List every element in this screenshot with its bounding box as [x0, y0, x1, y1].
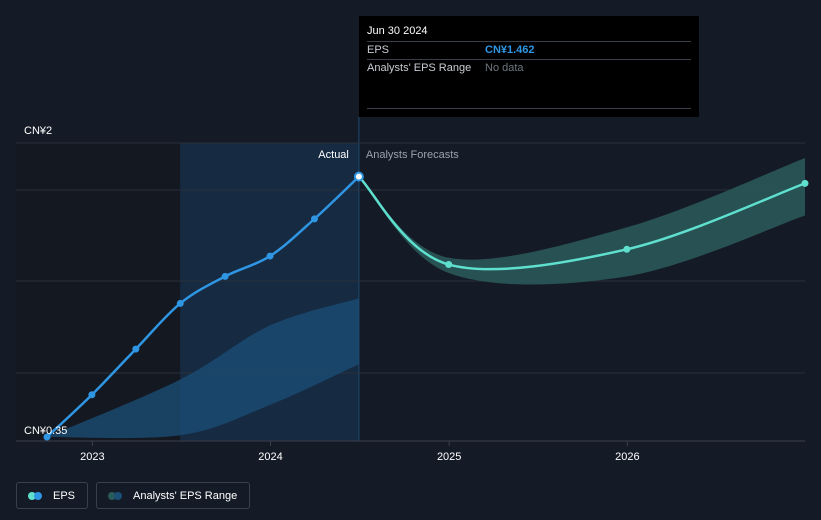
eps-point [88, 391, 96, 399]
range-legend-icon [108, 491, 125, 500]
legend: EPS Analysts' EPS Range [16, 482, 251, 509]
y-tick-label-top: CN¥2 [24, 125, 52, 137]
forecast-point [623, 245, 631, 253]
x-tick-label-2026: 2026 [615, 451, 639, 463]
eps-line [46, 175, 360, 438]
past-region [16, 143, 181, 441]
forecast-point [445, 261, 453, 269]
eps-legend-icon [28, 491, 45, 500]
forecast-point [801, 179, 809, 187]
tooltip-eps-value: CN¥1.462 [485, 44, 535, 56]
eps-point [176, 299, 184, 307]
legend-eps-button[interactable]: EPS [16, 482, 89, 509]
forecast-label: Analysts Forecasts [366, 149, 459, 161]
x-tick-label-2024: 2024 [258, 451, 282, 463]
eps-point [43, 433, 51, 441]
tooltip-date: Jun 30 2024 [367, 25, 428, 37]
forecast-range-band [358, 158, 805, 285]
tooltip-range-label: Analysts' EPS Range [367, 62, 472, 74]
y-tick-label-bottom: CN¥0.35 [24, 425, 67, 437]
tooltip: Jun 30 2024 EPS CN¥1.462 Analysts' EPS R… [359, 16, 699, 117]
actual-label: Actual [318, 149, 349, 161]
eps-point [266, 252, 274, 260]
legend-eps-label: EPS [53, 489, 76, 502]
eps-point [310, 215, 318, 223]
tooltip-range-value: No data [485, 62, 524, 74]
x-tick-label-2023: 2023 [80, 451, 104, 463]
eps-point [353, 171, 364, 182]
forecast-line [357, 175, 806, 271]
x-tick-label-2025: 2025 [437, 451, 461, 463]
tooltip-eps-row: EPS CN¥1.462 [367, 41, 691, 59]
legend-range-label: Analysts' EPS Range [133, 489, 238, 502]
eps-point [132, 345, 140, 353]
eps-point [221, 272, 229, 280]
legend-range-button[interactable]: Analysts' EPS Range [96, 482, 251, 509]
tooltip-divider [367, 108, 691, 109]
tooltip-eps-label: EPS [367, 44, 390, 56]
history-range-band [47, 298, 359, 439]
tooltip-range-row: Analysts' EPS Range No data [367, 59, 691, 77]
